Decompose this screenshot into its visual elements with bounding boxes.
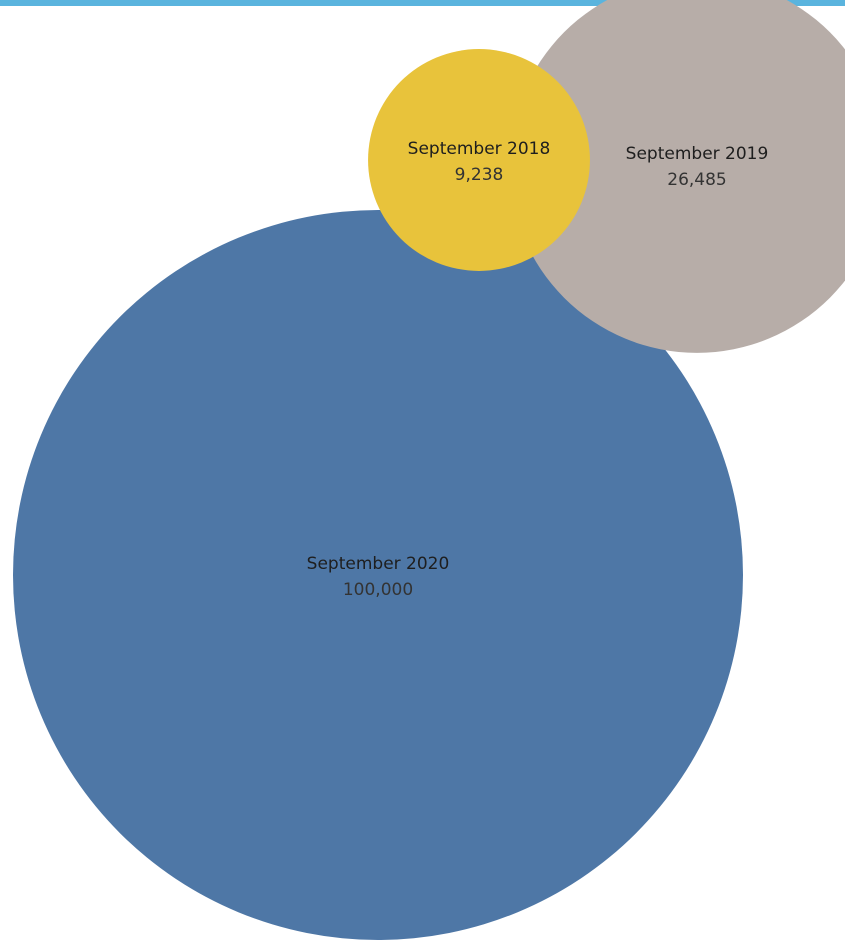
bubble-september-2018[interactable] — [368, 49, 590, 271]
bubble-group-september-2018[interactable] — [368, 49, 590, 271]
bubble-value-september-2019: 26,485 — [667, 170, 726, 190]
bubble-value-september-2018: 9,238 — [455, 165, 504, 185]
bubble-label-september-2019: September 2019 — [626, 144, 769, 164]
bubble-label-september-2018: September 2018 — [408, 139, 551, 159]
bubble-value-september-2020: 100,000 — [343, 580, 413, 600]
bubble-label-september-2020: September 2020 — [307, 554, 450, 574]
